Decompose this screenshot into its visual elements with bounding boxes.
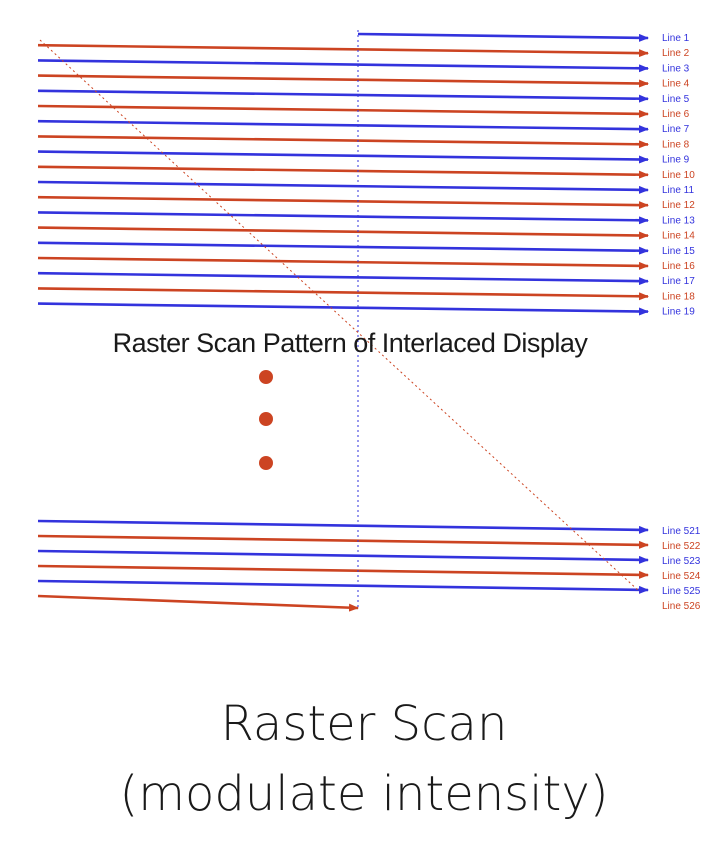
caption-title: Raster Scan — [220, 696, 508, 752]
scan-line — [37, 150, 649, 164]
line-label: Line 7 — [662, 124, 690, 135]
figure-title: Raster Scan Pattern of Interlaced Displa… — [112, 328, 588, 358]
scan-line — [37, 256, 649, 270]
scan-lines — [37, 32, 649, 612]
line-label: Line 3 — [662, 63, 690, 74]
line-label: Line 9 — [662, 155, 690, 166]
line-label: Line 6 — [662, 109, 690, 120]
scan-line — [37, 43, 649, 58]
line-label: Line 522 — [662, 541, 701, 552]
scan-line — [37, 564, 649, 579]
scan-line — [37, 165, 649, 179]
line-label: Line 2 — [662, 48, 690, 59]
line-label: Line 1 — [662, 33, 690, 44]
scan-line — [37, 271, 649, 286]
line-label: Line 524 — [662, 571, 701, 582]
caption-subtitle: (modulate intensity) — [119, 766, 609, 822]
line-label: Line 10 — [662, 170, 695, 181]
line-label: Line 521 — [662, 526, 701, 537]
scan-line — [37, 74, 649, 88]
scan-line — [37, 241, 649, 255]
scan-line — [37, 519, 649, 534]
line-labels: Line 1 Line 2 Line 3 Line 4 Line 5 Line 6 Line… — [662, 33, 701, 612]
line-label: Line 12 — [662, 200, 695, 211]
scan-line — [37, 302, 649, 316]
line-label: Line 526 — [662, 601, 701, 612]
line-label: Line 16 — [662, 261, 695, 272]
scan-line — [37, 534, 649, 549]
retrace-lines — [39, 30, 641, 608]
continuation-dot — [259, 412, 273, 426]
line-label: Line 525 — [662, 586, 701, 597]
scan-line — [37, 579, 649, 594]
scan-line — [37, 180, 649, 194]
continuation-dot — [259, 456, 273, 470]
line-label: Line 8 — [662, 139, 690, 150]
continuation-dot — [259, 370, 273, 384]
scan-line — [37, 135, 649, 149]
line-label: Line 14 — [662, 231, 695, 242]
line-label: Line 17 — [662, 276, 695, 287]
line-label: Line 18 — [662, 291, 695, 302]
scan-line — [37, 211, 649, 225]
line-label: Line 11 — [662, 185, 695, 196]
line-label: Line 15 — [662, 246, 695, 257]
scan-line — [357, 32, 649, 42]
scan-line — [37, 89, 649, 103]
continuation-dots — [259, 370, 273, 470]
line-label: Line 5 — [662, 94, 690, 105]
scan-line — [37, 594, 359, 612]
line-label: Line 523 — [662, 556, 701, 567]
scan-line — [37, 195, 649, 210]
line-label: Line 19 — [662, 307, 695, 318]
scan-line — [37, 104, 649, 118]
scan-line — [37, 226, 649, 240]
line-label: Line 13 — [662, 215, 695, 226]
line-label: Line 4 — [662, 79, 690, 90]
scan-line — [37, 119, 649, 134]
diagonal-retrace-line — [39, 39, 641, 593]
scan-line — [37, 59, 649, 73]
raster-scan-diagram: Line 1 Line 2 Line 3 Line 4 Line 5 Line 6 Line… — [37, 30, 701, 612]
scan-line — [37, 287, 649, 301]
scan-line — [37, 549, 649, 564]
